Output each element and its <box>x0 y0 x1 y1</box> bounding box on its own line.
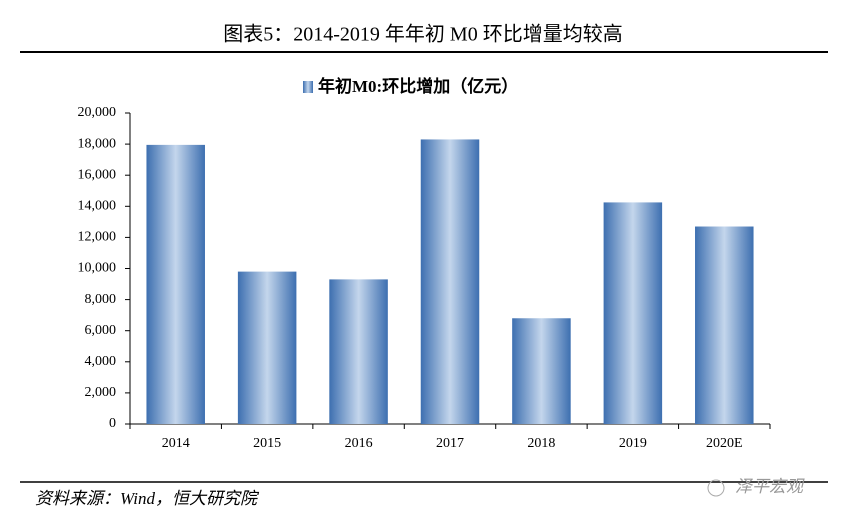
x-tick-label: 2017 <box>436 436 464 451</box>
x-tick-label: 2018 <box>527 436 555 451</box>
bar <box>146 144 205 424</box>
y-tick-label: 16,000 <box>78 167 117 182</box>
watermark: 泽平宏观 <box>735 477 805 496</box>
source: 资料来源：Wind，恒大研究院 <box>35 489 260 508</box>
bar <box>329 279 388 424</box>
y-tick-label: 6,000 <box>85 323 117 338</box>
x-tick-label: 2019 <box>619 436 647 451</box>
legend-swatch <box>303 81 313 93</box>
y-tick-label: 4,000 <box>85 354 117 369</box>
x-tick-label: 2020E <box>706 436 743 451</box>
bar <box>512 318 571 424</box>
y-tick-label: 18,000 <box>78 136 117 151</box>
y-tick-label: 20,000 <box>78 105 117 120</box>
bar <box>420 139 480 424</box>
bar <box>695 226 754 424</box>
y-tick-label: 14,000 <box>78 199 117 214</box>
y-tick-label: 8,000 <box>85 292 117 307</box>
y-tick-label: 12,000 <box>78 230 117 245</box>
bar <box>603 202 663 424</box>
x-tick-label: 2015 <box>253 436 281 451</box>
bar <box>237 271 297 424</box>
x-tick-label: 2016 <box>345 436 373 451</box>
figure-title: 图表5：2014-2019 年年初 M0 环比增量均较高 <box>223 23 622 46</box>
y-tick-label: 10,000 <box>78 261 117 276</box>
legend-label: 年初M0:环比增加（亿元） <box>318 76 518 96</box>
y-tick-label: 0 <box>109 416 116 431</box>
x-tick-label: 2014 <box>162 436 190 451</box>
y-tick-label: 2,000 <box>85 385 117 400</box>
watermark-icon <box>707 479 725 497</box>
